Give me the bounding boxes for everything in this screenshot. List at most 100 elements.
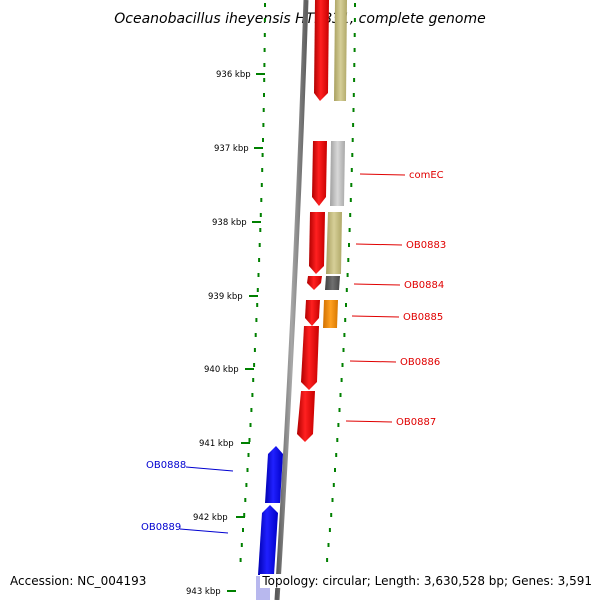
gene-labels: comEC OB0883 OB0884 OB0885 OB0886 OB0887… xyxy=(141,170,446,534)
cog-block-OB0885[interactable] xyxy=(323,300,338,328)
minor-tick-inner xyxy=(262,138,264,142)
minor-tick-inner xyxy=(256,303,259,307)
label-leader-OB0888 xyxy=(185,466,234,472)
gene-arrow-OB0886[interactable] xyxy=(301,326,319,390)
minor-tick-inner xyxy=(263,78,266,82)
minor-tick-outer xyxy=(336,438,339,442)
minor-tick-inner xyxy=(262,123,265,127)
minor-tick-outer xyxy=(327,543,330,547)
minor-tick-inner xyxy=(260,183,263,187)
minor-tick-outer xyxy=(353,63,356,67)
cog-block-g1[interactable] xyxy=(334,0,347,101)
label-leader-OB0885 xyxy=(351,315,400,318)
minor-tick-outer xyxy=(346,273,349,277)
gene-label-OB0889[interactable]: OB0889 xyxy=(141,522,181,533)
minor-tick-inner xyxy=(244,498,247,502)
minor-tick-inner xyxy=(252,378,255,382)
gene-label-OB0886[interactable]: OB0886 xyxy=(400,357,440,368)
reverse-strand-genes xyxy=(256,446,283,600)
minor-tick-inner xyxy=(262,108,265,112)
minor-tick-outer xyxy=(348,243,350,247)
minor-tick-outer xyxy=(330,513,333,517)
tick-label-940: 940 kbp xyxy=(204,365,239,375)
minor-tick-inner xyxy=(264,3,266,7)
minor-tick-outer xyxy=(343,333,346,337)
gene-label-OB0883[interactable]: OB0883 xyxy=(406,240,446,251)
minor-tick-inner xyxy=(255,318,258,322)
minor-tick-outer xyxy=(337,423,340,427)
minor-tick-inner xyxy=(261,153,264,157)
minor-tick-outer xyxy=(326,558,329,562)
gene-label-OB0884[interactable]: OB0884 xyxy=(404,280,444,291)
minor-tick-inner xyxy=(250,408,253,412)
tick-ruler-inner xyxy=(239,3,266,562)
minor-tick-inner xyxy=(260,198,263,202)
cog-block-comEC[interactable] xyxy=(330,141,345,206)
genome-stats-text: Topology: circular; Length: 3,630,528 bp… xyxy=(260,574,594,588)
tick-label-942: 942 kbp xyxy=(193,513,228,523)
minor-tick-inner xyxy=(248,438,251,442)
gene-arrow-g1[interactable] xyxy=(314,0,329,101)
minor-tick-inner xyxy=(246,468,249,472)
minor-tick-inner xyxy=(258,258,261,262)
minor-tick-outer xyxy=(352,123,355,127)
kbp-tick-labels: 936 kbp 937 kbp 938 kbp 939 kbp 940 kbp … xyxy=(186,70,265,597)
minor-tick-outer xyxy=(352,93,355,97)
gene-arrow-OB0888[interactable] xyxy=(265,446,283,503)
minor-tick-outer xyxy=(350,168,353,172)
minor-tick-outer xyxy=(331,498,334,502)
minor-tick-inner xyxy=(258,243,261,247)
gene-arrow-OB0887[interactable] xyxy=(297,391,315,442)
minor-tick-outer xyxy=(345,288,348,292)
gene-arrow-OB0889[interactable] xyxy=(258,505,278,575)
minor-tick-inner xyxy=(257,273,260,277)
tick-ruler-outer xyxy=(326,3,356,562)
gene-arrow-OB0885[interactable] xyxy=(305,300,320,326)
tick-label-938: 938 kbp xyxy=(212,218,247,228)
minor-tick-outer xyxy=(349,198,352,202)
cog-block-OB0884[interactable] xyxy=(325,276,340,290)
gene-label-OB0887[interactable]: OB0887 xyxy=(396,417,436,428)
tick-label-937: 937 kbp xyxy=(214,144,249,154)
label-leader-OB0883 xyxy=(355,243,403,246)
forward-strand-genes xyxy=(297,0,329,442)
label-leader-OB0887 xyxy=(345,420,393,423)
minor-tick-outer xyxy=(351,153,354,157)
minor-tick-outer xyxy=(354,3,356,7)
minor-tick-outer xyxy=(328,528,331,532)
minor-tick-inner xyxy=(263,18,266,22)
gene-label-OB0888[interactable]: OB0888 xyxy=(146,460,186,471)
minor-tick-outer xyxy=(340,378,343,382)
minor-tick-inner xyxy=(253,348,256,352)
minor-tick-outer xyxy=(352,108,355,112)
tick-label-943: 943 kbp xyxy=(186,587,221,597)
map-title: Oceanobacillus iheyensis HTE831, complet… xyxy=(114,11,485,27)
minor-tick-outer xyxy=(353,18,356,22)
minor-tick-inner xyxy=(254,333,257,337)
minor-tick-inner xyxy=(243,513,246,517)
minor-tick-outer xyxy=(341,363,344,367)
minor-tick-outer xyxy=(344,318,347,322)
gene-label-comEC[interactable]: comEC xyxy=(409,170,444,181)
label-leader-comEC xyxy=(359,173,406,176)
tick-label-936: 936 kbp xyxy=(216,70,251,80)
minor-tick-inner xyxy=(256,288,259,292)
minor-tick-outer xyxy=(353,48,356,52)
minor-tick-inner xyxy=(247,453,250,457)
minor-tick-outer xyxy=(334,468,336,472)
cog-block-OB0883[interactable] xyxy=(326,212,342,274)
gene-arrow-OB0883[interactable] xyxy=(309,212,325,274)
minor-tick-outer xyxy=(345,303,347,307)
gene-arrow-comEC[interactable] xyxy=(312,141,327,206)
minor-tick-outer xyxy=(351,138,354,142)
minor-tick-inner xyxy=(259,213,262,217)
minor-tick-outer xyxy=(338,408,341,412)
tick-label-939: 939 kbp xyxy=(208,292,243,302)
minor-tick-outer xyxy=(348,228,351,232)
gene-arrow-OB0884[interactable] xyxy=(307,276,322,290)
cog-category-track xyxy=(323,0,347,328)
gene-label-OB0885[interactable]: OB0885 xyxy=(403,312,443,323)
minor-tick-inner xyxy=(239,558,242,562)
label-leader-OB0884 xyxy=(353,283,401,286)
